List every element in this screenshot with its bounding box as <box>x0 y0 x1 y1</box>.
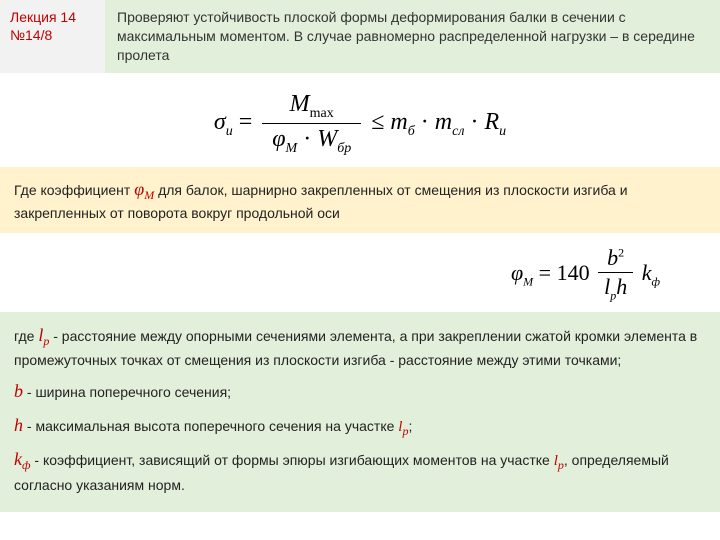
f2-num-b-sup: 2 <box>618 246 624 260</box>
formula-phi: φM = 140 b2 lph kф <box>0 233 720 311</box>
f2-const: 140 <box>557 260 590 285</box>
lecture-line1: Лекция 14 <box>10 9 76 25</box>
h-text-after: ; <box>408 418 412 434</box>
def-h: h - максимальная высота поперечного сече… <box>14 412 706 440</box>
f1-m1: m <box>390 109 407 135</box>
f1-m1-sub: б <box>408 124 415 139</box>
f2-den-h: h <box>616 274 627 299</box>
f1-num-M-sub: max <box>310 105 334 120</box>
f2-phi-sub: M <box>523 274 533 288</box>
h-var: h <box>14 415 23 435</box>
f1-den-dot: · <box>303 126 311 152</box>
f2-phi: φ <box>511 260 523 285</box>
formula-main: σu = Mmax φM · Wбр ≤ mб · mсл · Ru <box>0 73 720 168</box>
f1-R-sub: u <box>499 124 506 139</box>
kf-sub: ф <box>22 458 31 472</box>
f1-frac: Mmax φM · Wбр <box>262 91 361 158</box>
b-var: b <box>14 381 23 401</box>
yellow-phi-sub: M <box>144 188 154 202</box>
lp-pre: где <box>14 328 38 344</box>
yellow-phi: φ <box>134 179 144 199</box>
def-kf: kф - коэффициент, зависящий от формы эпю… <box>14 446 706 496</box>
kf-var: k <box>14 449 22 469</box>
f1-dot: · <box>421 109 429 135</box>
lecture-line2: №14/8 <box>10 27 52 43</box>
f1-sigma: σ <box>214 109 226 135</box>
f1-le: ≤ <box>371 109 384 135</box>
b-text: - ширина поперечного сечения; <box>23 384 231 400</box>
f2-k-sub: ф <box>651 274 660 288</box>
yellow-block: Где коэффициент φM для балок, шарнирно з… <box>0 167 720 233</box>
h-text-before: - максимальная высота поперечного сечени… <box>23 418 398 434</box>
def-b: b - ширина поперечного сечения; <box>14 378 706 406</box>
f1-m2-sub: сл <box>452 124 464 139</box>
kf-text-before: - коэффициент, зависящий от формы эпюры … <box>31 452 554 468</box>
yellow-before: Где коэффициент <box>14 182 134 198</box>
header-row: Лекция 14 №14/8 Проверяют устойчивость п… <box>0 0 720 73</box>
f1-sigma-sub: u <box>226 124 233 139</box>
def-lp: где lp - расстояние между опорными сечен… <box>14 322 706 372</box>
f2-frac: b2 lph <box>598 245 633 303</box>
definitions-block: где lp - расстояние между опорными сечен… <box>0 312 720 512</box>
f1-den-phi-sub: M <box>286 141 298 156</box>
f1-den-W-sub: бр <box>337 141 351 156</box>
f1-R: R <box>484 109 499 135</box>
lecture-label: Лекция 14 №14/8 <box>0 0 105 73</box>
f1-eq: = <box>239 109 253 135</box>
f2-eq: = <box>539 260 551 285</box>
f1-den-W: W <box>317 126 337 152</box>
f2-num-b: b <box>607 245 618 270</box>
f1-m2: m <box>435 109 452 135</box>
f1-dot2: · <box>470 109 478 135</box>
f1-den-phi: φ <box>272 126 285 152</box>
f2-k: k <box>642 260 652 285</box>
lp-text: - расстояние между опорными сечениями эл… <box>14 328 697 368</box>
header-text: Проверяют устойчивость плоской формы деф… <box>105 0 720 73</box>
f1-num-M: M <box>290 91 310 117</box>
